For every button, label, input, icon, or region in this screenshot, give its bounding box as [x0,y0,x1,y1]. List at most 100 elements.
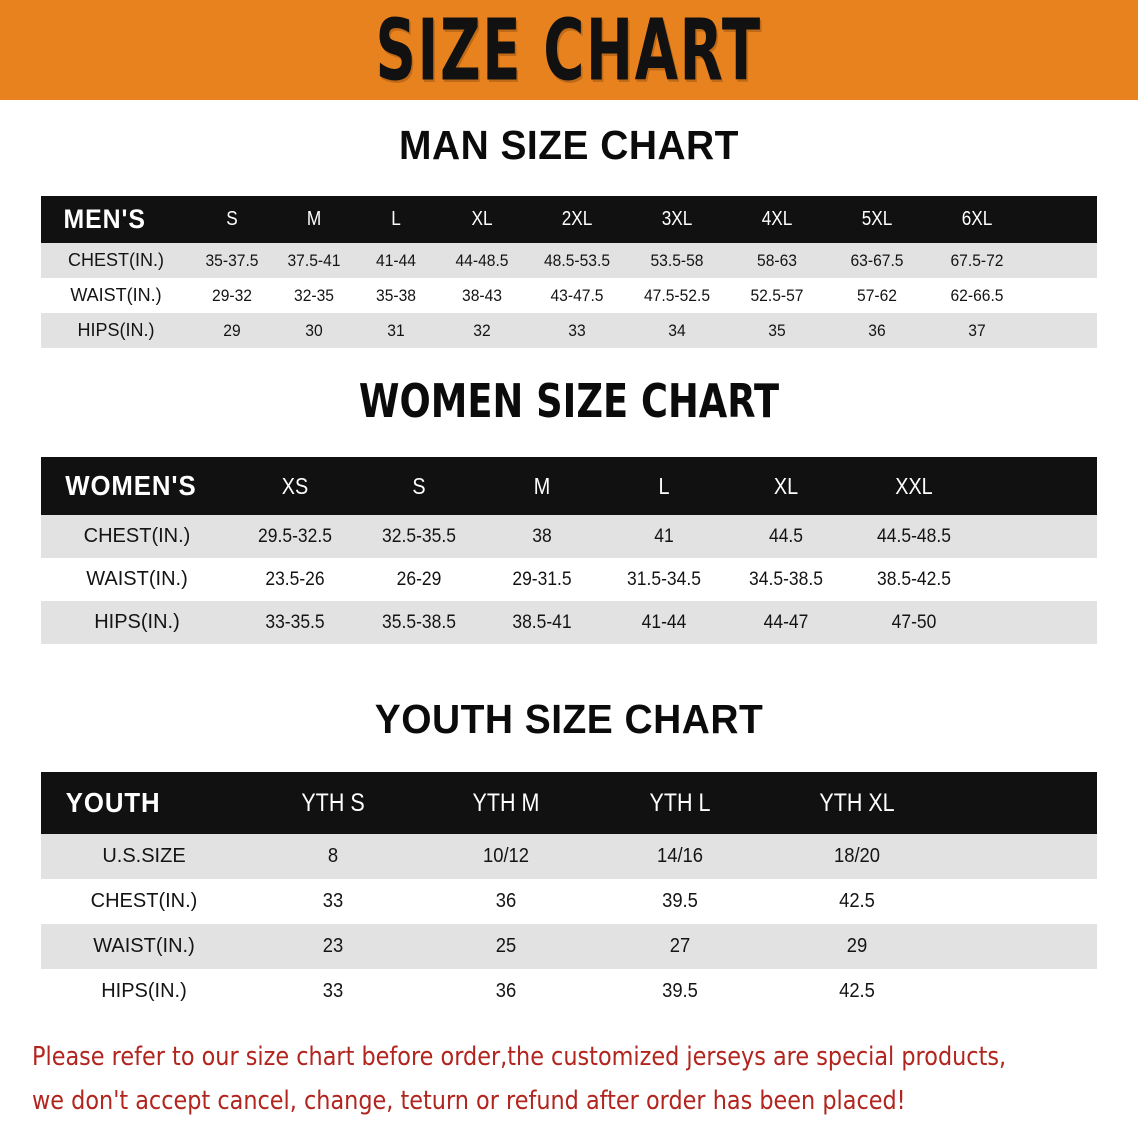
man-row-label-2-text: HIPS(IN.) [77,320,155,340]
youth-cell-0-2-text: 14/16 [656,845,704,867]
women-row-spacer-2-0 [981,601,1097,644]
women-cell-0-4-text: 44.5 [768,525,804,547]
man-cell-2-8-text: 37 [968,320,986,340]
women-cell-1-4-text: 34.5-38.5 [749,568,823,590]
women-cell-2-5: 47-50 [847,601,981,644]
youth-cell-2-3-text: 29 [846,935,868,957]
women-cell-2-5-text: 47-50 [891,611,937,633]
man-cell-2-0-text: 29 [223,320,241,340]
man-cell-2-7: 36 [827,313,927,348]
table-row: HIPS(IN.) 33 36 39.5 42.5 [41,969,1097,1014]
youth-cell-0-0-text: 8 [327,845,339,867]
table-row: WAIST(IN.) 23 25 27 29 [41,924,1097,969]
man-size-header-7: 5XL [827,196,927,243]
table-row: CHEST(IN.) 33 36 39.5 42.5 [41,879,1097,924]
man-cell-1-3-text: 38-43 [461,285,502,305]
man-cell-1-5: 47.5-52.5 [627,278,727,313]
youth-size-header-3: YTH XL [767,772,947,834]
man-cell-2-7-text: 36 [868,320,886,340]
women-cell-1-1: 26-29 [357,558,481,601]
man-cell-0-5: 53.5-58 [627,243,727,278]
women-size-header-1-text: S [412,472,426,499]
man-size-header-8-text: 6XL [961,208,993,230]
man-cell-2-4-text: 33 [568,320,586,340]
youth-size-header-1-text: YTH M [472,788,540,817]
women-row-label-0-text: CHEST(IN.) [83,525,191,547]
women-cell-0-3-text: 41 [654,525,674,547]
women-size-header-5-text: XXL [895,472,933,499]
man-size-header-8: 6XL [927,196,1027,243]
disclaimer-line-2: we don't accept cancel, change, teturn o… [32,1086,906,1116]
women-cell-2-0-text: 33-35.5 [265,611,325,633]
youth-size-header-0-text: YTH S [301,788,365,817]
youth-cell-3-3-text: 42.5 [839,980,875,1002]
man-cell-1-7: 57-62 [827,278,927,313]
women-size-header-4: XL [725,457,847,515]
youth-size-header-0: YTH S [247,772,419,834]
women-cell-1-4: 34.5-38.5 [725,558,847,601]
women-size-header-0: XS [233,457,357,515]
youth-cell-1-0-text: 33 [322,890,344,912]
youth-size-header-1: YTH M [419,772,593,834]
page-banner: SIZE CHART [0,0,1138,100]
man-header-label: MEN'S [47,196,185,243]
man-cell-0-2-text: 41-44 [375,250,416,270]
women-row-spacer-1-0 [981,558,1097,601]
youth-size-header-2-text: YTH L [649,788,711,817]
women-cell-0-2-text: 38 [532,525,552,547]
man-row-label-0-text: CHEST(IN.) [68,250,164,270]
youth-cell-2-2: 27 [593,924,767,969]
youth-cell-3-0: 33 [247,969,419,1014]
youth-cell-0-2: 14/16 [593,834,767,879]
women-row-label-1-text: WAIST(IN.) [86,568,188,590]
man-size-header-6-text: 4XL [761,208,793,230]
youth-row-label-2: WAIST(IN.) [41,924,247,969]
man-size-header-0: S [191,196,273,243]
table-row: CHEST(IN.) 35-37.5 37.5-41 41-44 44-48.5 48.5… [41,243,1097,278]
man-size-header-1-text: M [306,208,322,230]
man-size-header-3: XL [437,196,527,243]
women-size-table: WOMEN'S XS S M L XL XXL CHEST(IN.) 29.5-32.5 32.5… [41,457,1097,644]
man-cell-1-1-text: 32-35 [293,285,334,305]
youth-cell-1-1: 36 [419,879,593,924]
youth-row-label-0-text: U.S.SIZE [102,845,186,867]
man-cell-0-3: 44-48.5 [437,243,527,278]
man-cell-1-0-text: 29-32 [211,285,252,305]
man-size-header-5-text: 3XL [661,208,693,230]
youth-cell-1-2: 39.5 [593,879,767,924]
man-cell-1-6: 52.5-57 [727,278,827,313]
man-cell-0-4-text: 48.5-53.5 [543,250,611,270]
man-cell-0-5-text: 53.5-58 [650,250,704,270]
youth-section-title: YOUTH SIZE CHART [374,696,764,742]
man-cell-0-7: 63-67.5 [827,243,927,278]
women-cell-0-1-text: 32.5-35.5 [382,525,456,547]
table-row: HIPS(IN.) 33-35.5 35.5-38.5 38.5-41 41-44 44-… [41,601,1097,644]
youth-cell-1-3-text: 42.5 [839,890,875,912]
man-cell-0-0: 35-37.5 [191,243,273,278]
man-cell-0-7-text: 63-67.5 [850,250,904,270]
women-row-spacer-0-0 [981,515,1097,558]
youth-row-label-0: U.S.SIZE [41,834,247,879]
man-size-header-4-text: 2XL [561,208,593,230]
youth-cell-1-2-text: 39.5 [662,890,698,912]
women-cell-2-1-text: 35.5-38.5 [382,611,456,633]
women-row-label-0: CHEST(IN.) [41,515,233,558]
man-size-header-2: L [355,196,437,243]
youth-cell-0-1: 10/12 [419,834,593,879]
man-cell-1-3: 38-43 [437,278,527,313]
youth-row-spacer-2-0 [947,924,1097,969]
youth-row-label-2-text: WAIST(IN.) [93,935,195,957]
women-header-row: WOMEN'S XS S M L XL XXL [41,457,1097,515]
man-cell-2-3: 32 [437,313,527,348]
youth-cell-0-1-text: 10/12 [482,845,530,867]
youth-cell-1-1-text: 36 [495,890,517,912]
man-cell-2-2-text: 31 [387,320,405,340]
man-cell-2-8: 37 [927,313,1027,348]
women-cell-0-5: 44.5-48.5 [847,515,981,558]
youth-cell-3-1: 36 [419,969,593,1014]
women-cell-2-3-text: 41-44 [641,611,687,633]
man-table-body: MEN'S S M L XL 2XL 3XL 4XL 5XL 6XL CHEST(IN.) 35-37… [41,196,1097,348]
man-cell-2-5: 34 [627,313,727,348]
women-cell-0-1: 32.5-35.5 [357,515,481,558]
youth-size-table: YOUTH YTH S YTH M YTH L YTH XL U.S.SIZE 8 10/12… [41,772,1097,1014]
